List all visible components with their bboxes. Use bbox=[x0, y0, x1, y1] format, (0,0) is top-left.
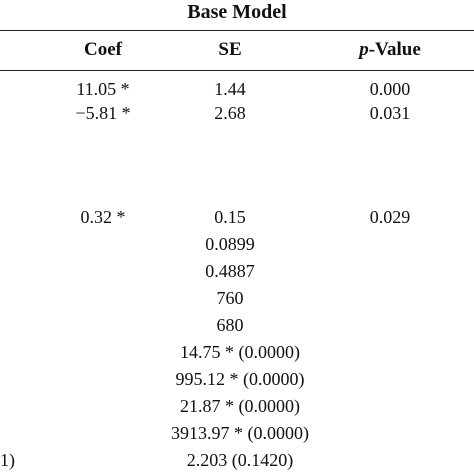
row-2-se: 2.68 bbox=[214, 103, 246, 123]
header-rule bbox=[0, 70, 474, 71]
stat-se-4: 680 bbox=[216, 315, 244, 335]
header-pvalue: p-Value bbox=[340, 39, 440, 61]
header-se: SE bbox=[218, 39, 242, 60]
header-coef: Coef bbox=[84, 39, 122, 60]
test-stat-1: 14.75 * (0.0000) bbox=[180, 342, 300, 362]
row-stub-fragment: 1) bbox=[0, 450, 15, 470]
row-2-coef: −5.81 * bbox=[75, 103, 131, 123]
test-stat-2: 995.12 * (0.0000) bbox=[175, 369, 305, 389]
stat-se-3: 760 bbox=[216, 288, 244, 308]
row-1-pvalue: 0.000 bbox=[369, 79, 411, 99]
stat-se-1: 0.0899 bbox=[205, 234, 255, 254]
row-3-coef: 0.32 * bbox=[80, 207, 126, 227]
stat-se-2: 0.4887 bbox=[205, 261, 255, 281]
header-pvalue-rest: -Value bbox=[368, 39, 421, 60]
row-3-pvalue: 0.029 bbox=[369, 207, 411, 227]
test-stat-3: 21.87 * (0.0000) bbox=[180, 396, 300, 416]
table-title: Base Model bbox=[187, 1, 287, 23]
row-2-pvalue: 0.031 bbox=[369, 103, 411, 123]
test-stat-5: 2.203 (0.1420) bbox=[186, 450, 294, 470]
header-pvalue-p: p bbox=[359, 39, 369, 60]
row-1-se: 1.44 bbox=[214, 79, 246, 99]
row-1-coef: 11.05 * bbox=[76, 79, 130, 99]
top-rule bbox=[0, 30, 474, 31]
row-3-se: 0.15 bbox=[214, 207, 246, 227]
test-stat-4: 3913.97 * (0.0000) bbox=[171, 423, 309, 443]
